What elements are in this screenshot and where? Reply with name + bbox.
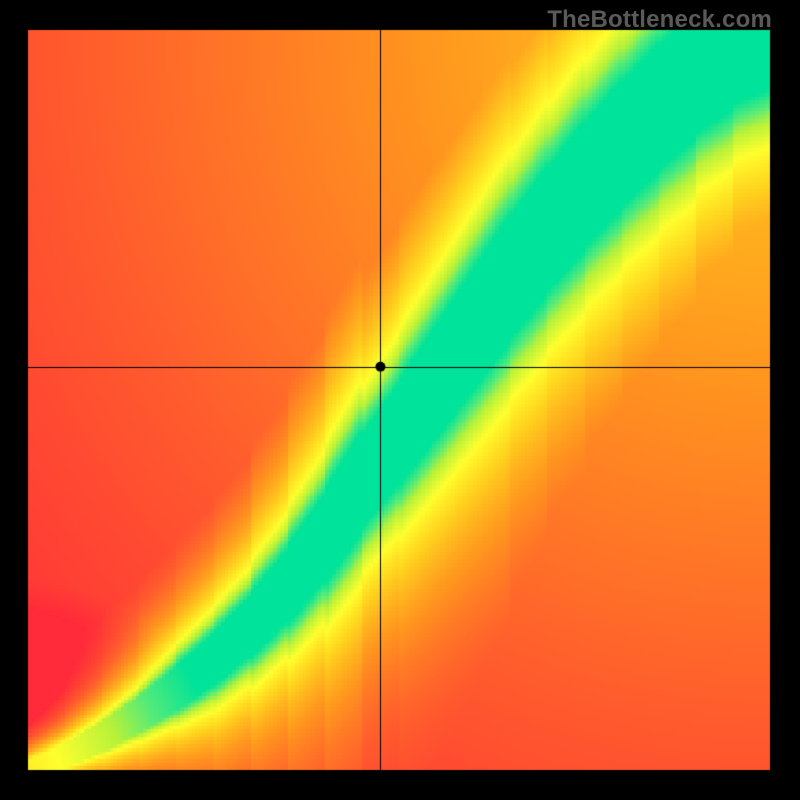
- watermark-text: TheBottleneck.com: [547, 6, 772, 34]
- bottleneck-heatmap: [0, 0, 800, 800]
